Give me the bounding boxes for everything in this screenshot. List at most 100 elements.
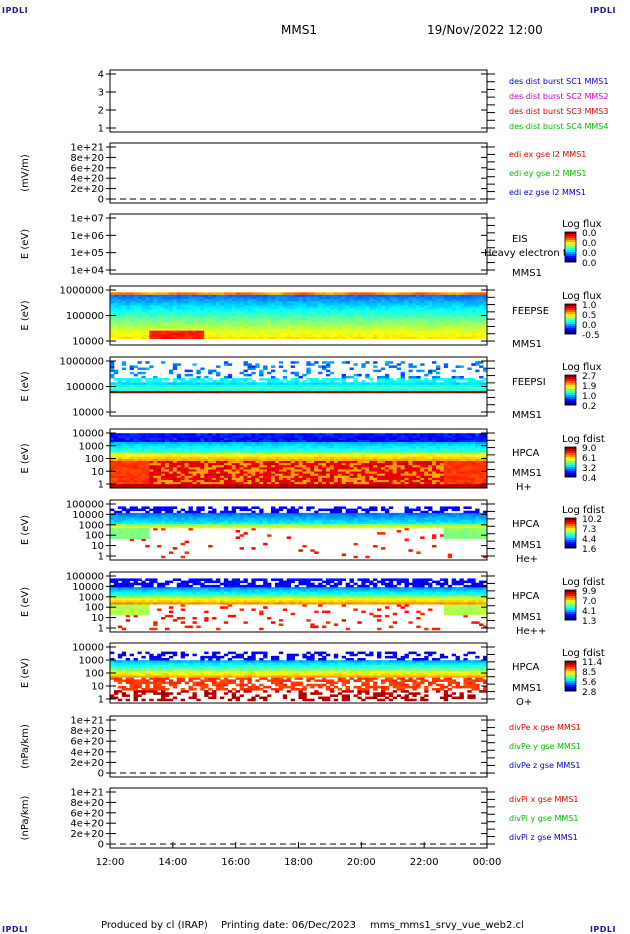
spectrogram-cell (388, 336, 394, 340)
spectrogram-cell (184, 317, 189, 321)
spectrogram-cell (204, 300, 209, 304)
spectrogram-cell (377, 447, 382, 451)
spectrogram-cell (384, 469, 390, 472)
spectrogram-cell (208, 452, 213, 455)
spectrogram-cell (125, 439, 131, 443)
spectrogram-cell (357, 433, 362, 436)
spectrogram-cell (180, 475, 186, 478)
spectrogram-cell (243, 323, 248, 327)
spectrogram-cell (255, 330, 260, 333)
spectrogram-cell (392, 298, 398, 302)
spectrogram-cell (137, 321, 142, 325)
spectrogram-cell (235, 447, 240, 451)
spectrogram-cell (231, 443, 237, 447)
spectrogram-cell (306, 369, 311, 373)
spectrogram-cell (314, 458, 319, 462)
spectrogram-cell (251, 328, 256, 331)
spectrogram-cell (357, 328, 362, 331)
spectrogram-cell (235, 307, 240, 310)
spectrogram-cell (251, 464, 256, 468)
spectrogram-cell (161, 328, 166, 331)
colorbar-tick-label: 0.0 (582, 229, 597, 239)
spectrogram-cell (435, 367, 441, 371)
spectrogram-cell (357, 326, 362, 329)
spectrogram-cell (318, 296, 323, 300)
spectrogram-cell (416, 326, 421, 329)
spectrogram-cell (110, 298, 115, 302)
spectrogram-cell (227, 473, 233, 476)
spectrogram-cell (192, 313, 197, 316)
spectrogram-cell (408, 332, 413, 335)
spectrogram-cell (365, 296, 370, 300)
spectrogram-cell (369, 323, 374, 327)
spectrogram-cell (153, 481, 158, 485)
spectrogram-cell (337, 481, 343, 485)
spectrogram-cell (333, 304, 339, 308)
spectrogram-cell (137, 298, 142, 302)
spectrogram-cell (451, 315, 456, 319)
spectrogram-cell (161, 384, 166, 387)
spectrogram-cell (353, 469, 358, 472)
spectrogram-cell (306, 390, 311, 394)
y-tick-label: 1e+06 (70, 231, 104, 242)
spectrogram-cell (357, 462, 362, 466)
spectrogram-cell (157, 336, 162, 340)
spectrogram-cell (325, 458, 331, 462)
spectrogram-cell (208, 464, 213, 468)
spectrogram-cell (345, 435, 350, 438)
spectrogram-cell (286, 435, 292, 438)
spectrogram-cell (380, 452, 386, 455)
spectrogram-cell (439, 334, 445, 337)
spectrogram-cell (380, 328, 386, 331)
spectrogram-cell (408, 300, 413, 304)
spectrogram-cell (282, 386, 288, 390)
spectrogram-cell (408, 315, 413, 319)
spectrogram-cell (325, 450, 331, 453)
spectrogram-cell (424, 390, 429, 394)
spectrogram-cell (377, 294, 382, 297)
spectrogram-cell (110, 447, 115, 451)
spectrogram-cell (243, 369, 248, 373)
colorbar-tick-label: 1.9 (582, 382, 597, 392)
spectrogram-cell (373, 315, 378, 319)
spectrogram-cell (400, 326, 405, 329)
spectrogram-cell (200, 378, 205, 381)
spectrogram-cell (412, 386, 417, 390)
spectrogram-cell (349, 388, 354, 392)
spectrogram-cell (235, 319, 240, 323)
spectrogram-cell (176, 390, 182, 394)
spectrogram-cell (373, 483, 378, 487)
spectrogram-cell (149, 445, 154, 449)
spectrogram-cell (161, 319, 166, 323)
spectrogram-cell (388, 361, 394, 364)
spectrogram-cell (377, 386, 382, 390)
spectrogram-cell (141, 375, 146, 379)
colorbar-swatch (565, 312, 576, 315)
spectrogram-cell (129, 330, 134, 333)
spectrogram-cell (200, 311, 205, 314)
spectrogram-cell (278, 317, 284, 321)
spectrogram-cell (172, 460, 178, 464)
spectrogram-cell (259, 321, 264, 325)
spectrogram-cell (471, 323, 476, 327)
spectrogram-cell (408, 369, 413, 373)
spectrogram-cell (455, 388, 460, 392)
spectrogram-cell (483, 326, 488, 329)
spectrogram-cell (435, 386, 441, 390)
spectrogram-cell (471, 386, 476, 390)
spectrogram-cell (471, 363, 476, 366)
spectrogram-cell (168, 388, 174, 392)
spectrogram-cell (192, 481, 197, 485)
spectrogram-cell (259, 479, 264, 483)
spectrogram-cell (435, 292, 441, 295)
spectrogram-cell (192, 319, 197, 323)
spectrogram-cell (164, 450, 170, 453)
spectrogram-cell (274, 313, 280, 316)
spectrogram-cell (235, 390, 240, 394)
spectrogram-cell (219, 378, 225, 381)
spectrogram-cell (212, 469, 217, 472)
spectrogram-cell (306, 452, 311, 455)
spectrogram-cell (255, 315, 260, 319)
spectrogram-cell (117, 309, 123, 312)
spectrogram-cell (247, 439, 252, 443)
